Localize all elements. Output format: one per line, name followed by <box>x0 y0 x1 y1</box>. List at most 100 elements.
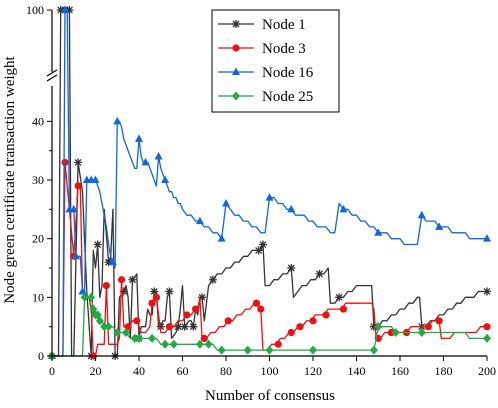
data-point-node-3 <box>61 158 69 166</box>
data-point-node-3 <box>74 182 82 190</box>
series-node-16 <box>48 5 491 359</box>
x-tick-label: 60 <box>177 364 189 378</box>
data-point-node-16 <box>374 228 383 236</box>
y-tick-label: 40 <box>32 114 44 128</box>
data-point-node-25 <box>217 345 226 355</box>
data-point-node-3 <box>424 323 432 331</box>
data-point-node-25 <box>204 339 213 349</box>
data-point-node-16 <box>222 198 230 207</box>
data-point-node-16 <box>483 234 491 242</box>
data-point-node-16 <box>71 251 80 260</box>
data-point-node-16 <box>108 257 117 266</box>
data-point-node-25 <box>80 292 89 302</box>
data-point-node-16 <box>113 116 122 125</box>
data-point-node-16 <box>435 222 444 230</box>
data-point-node-3 <box>152 293 160 301</box>
legend-label-node-16: Node 16 <box>262 65 314 81</box>
data-point-node-1 <box>258 240 267 249</box>
x-tick-label: 20 <box>90 364 102 378</box>
data-point-node-1 <box>198 293 207 302</box>
legend-label-node-3: Node 3 <box>262 41 306 57</box>
data-point-node-16 <box>61 5 70 13</box>
data-point-node-1 <box>119 287 128 296</box>
data-point-node-16 <box>217 234 226 242</box>
data-point-node-3 <box>339 305 348 313</box>
data-point-node-25 <box>148 333 157 343</box>
series-node-25 <box>48 292 491 361</box>
data-point-node-25 <box>135 333 143 343</box>
data-point-node-25 <box>417 328 426 338</box>
data-point-node-1 <box>156 322 165 331</box>
data-point-node-25 <box>87 292 96 302</box>
x-axis-title: Number of consensus <box>205 388 335 404</box>
data-point-node-3 <box>252 299 261 307</box>
x-tick-label: 120 <box>304 364 322 378</box>
data-point-node-3 <box>322 311 330 319</box>
data-point-node-1 <box>174 322 183 331</box>
data-point-node-16 <box>141 157 150 166</box>
legend-label-node-25: Node 25 <box>262 89 313 105</box>
data-point-node-25 <box>195 339 204 349</box>
legend-label-node-1: Node 1 <box>262 17 306 33</box>
data-point-node-25 <box>113 328 122 338</box>
data-point-node-25 <box>169 339 178 349</box>
data-point-node-25 <box>243 345 252 355</box>
data-point-node-3 <box>287 328 295 337</box>
x-tick-label: 160 <box>391 364 409 378</box>
y-axis-title: Node green certificate transaction weigh… <box>2 55 18 303</box>
data-point-node-25 <box>265 345 274 355</box>
x-tick-label: 180 <box>435 364 453 378</box>
axis-break-mark <box>46 74 58 82</box>
x-tick-label: 80 <box>220 364 232 378</box>
data-point-node-25 <box>95 316 104 326</box>
data-point-node-1 <box>56 6 65 14</box>
data-point-node-3 <box>148 299 156 307</box>
data-point-node-3 <box>200 334 208 342</box>
legend-marker-node-1 <box>232 20 240 28</box>
axis-break-mark <box>46 69 58 77</box>
y-tick-label: 20 <box>32 232 44 246</box>
data-point-node-1 <box>287 264 296 272</box>
data-point-node-1 <box>483 287 491 296</box>
data-point-node-1 <box>189 322 198 331</box>
data-point-node-3 <box>309 317 317 325</box>
data-point-node-3 <box>118 276 126 284</box>
series-line-node-16 <box>52 9 487 357</box>
legend-marker-node-3 <box>232 44 240 52</box>
data-point-node-25 <box>309 345 317 355</box>
data-point-node-1 <box>335 293 344 302</box>
data-point-node-3 <box>224 317 232 325</box>
axes: 0 20 40 60 80 100 120 140 160 180 200 0 10 20 30 40 100 <box>26 3 496 378</box>
data-point-node-3 <box>483 323 491 331</box>
data-point-node-3 <box>102 282 110 290</box>
data-point-node-16 <box>417 210 426 219</box>
data-point-node-3 <box>296 323 304 331</box>
data-point-node-16 <box>78 286 87 295</box>
data-point-node-1 <box>315 269 324 278</box>
data-point-node-1 <box>208 275 217 284</box>
data-point-node-1 <box>150 287 159 296</box>
data-point-node-1 <box>128 275 137 284</box>
plot-area <box>48 5 491 361</box>
data-point-node-3 <box>274 340 282 348</box>
data-point-node-1 <box>93 240 102 249</box>
data-point-node-3 <box>133 317 141 325</box>
data-point-node-25 <box>369 345 378 355</box>
data-point-node-25 <box>161 339 170 349</box>
legend-marker-node-25 <box>232 91 240 101</box>
legend-marker-node-16 <box>232 67 240 75</box>
x-tick-label: 100 <box>261 364 279 378</box>
series-line-node-3 <box>52 161 487 357</box>
data-point-node-16 <box>339 204 348 213</box>
data-point-node-1 <box>74 158 83 167</box>
x-tick-label: 200 <box>478 364 496 378</box>
legend: Node 1 Node 3 Node 16 Node 25 <box>211 9 340 113</box>
y-tick-label: 10 <box>32 290 44 304</box>
x-tick-label: 0 <box>49 364 55 378</box>
y-tick-label: 0 <box>38 349 44 363</box>
data-point-node-1 <box>104 258 113 267</box>
data-point-node-16 <box>287 204 296 213</box>
data-point-node-3 <box>387 328 395 337</box>
x-tick-label: 140 <box>348 364 366 378</box>
